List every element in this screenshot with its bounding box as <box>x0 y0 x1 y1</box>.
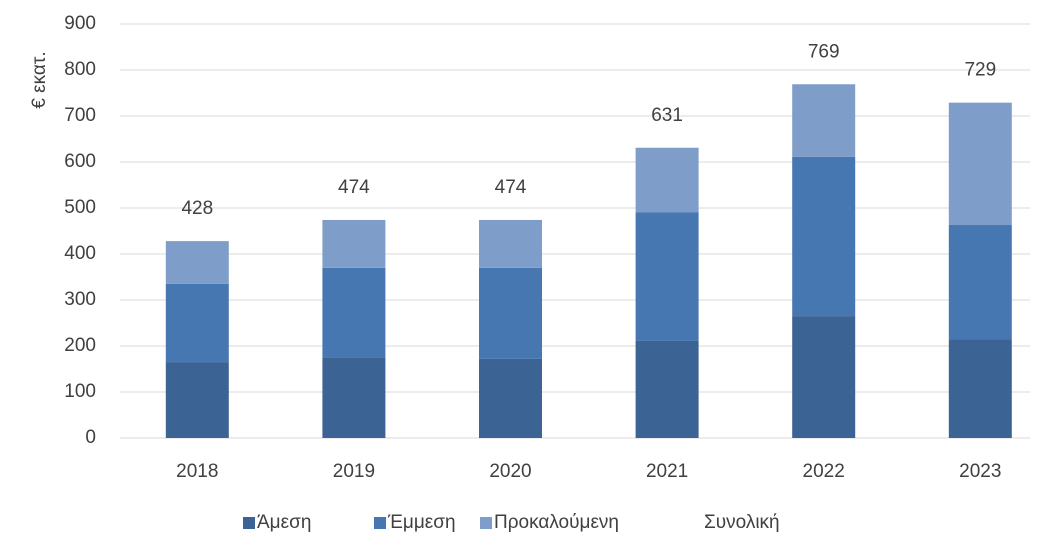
bar-segment <box>322 267 386 358</box>
bar-segment <box>948 225 1012 340</box>
total-label: 631 <box>651 105 683 126</box>
bar-segment <box>165 362 229 438</box>
bar-segment <box>479 267 542 359</box>
bar-segment <box>948 102 1012 226</box>
bar-segment <box>322 219 386 268</box>
legend-swatch <box>480 517 492 529</box>
bar-segment <box>165 283 229 363</box>
bar-segment <box>635 212 699 341</box>
bar-segment <box>165 241 229 284</box>
legend-label: Έμμεση <box>387 512 456 533</box>
y-tick-label: 600 <box>64 151 96 172</box>
total-label: 474 <box>495 177 527 198</box>
y-tick-label: 500 <box>64 197 96 218</box>
total-label: 428 <box>181 198 213 219</box>
bar-segment <box>322 357 386 438</box>
bar-segment <box>479 358 542 438</box>
x-tick-label: 2021 <box>646 461 688 482</box>
x-tick-label: 2019 <box>333 461 375 482</box>
bar-segment <box>948 339 1012 438</box>
total-label: 769 <box>808 41 840 62</box>
bar-segment <box>792 316 856 438</box>
bar-segment <box>792 156 856 317</box>
x-tick-label: 2018 <box>176 461 218 482</box>
y-tick-label: 700 <box>64 105 96 126</box>
y-tick-label: 100 <box>64 381 96 402</box>
x-tick-label: 2020 <box>489 461 531 482</box>
legend-label: Συνολική <box>704 512 780 533</box>
bar-segment <box>792 84 856 157</box>
legend-label: Άμεση <box>257 512 311 533</box>
y-tick-label: 400 <box>64 243 96 264</box>
legend-swatch <box>243 517 255 529</box>
x-tick-label: 2022 <box>803 461 845 482</box>
y-tick-label: 900 <box>64 13 96 34</box>
total-label: 474 <box>338 177 370 198</box>
bar-segment <box>635 340 699 438</box>
legend-swatch <box>374 517 386 529</box>
bar-segment <box>479 219 542 268</box>
y-tick-label: 200 <box>64 335 96 356</box>
total-label: 729 <box>964 60 996 81</box>
bar-segment <box>635 147 699 213</box>
legend-label: Προκαλούμενη <box>494 512 619 533</box>
x-tick-label: 2023 <box>959 461 1001 482</box>
y-tick-label: 800 <box>64 59 96 80</box>
y-tick-label: 0 <box>85 427 96 448</box>
y-tick-label: 300 <box>64 289 96 310</box>
y-axis-label: € εκατ. <box>29 51 50 108</box>
